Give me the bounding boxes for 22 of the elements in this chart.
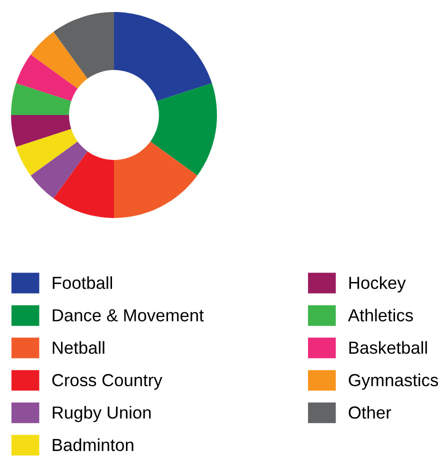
donut-slice	[16, 54, 78, 102]
donut-slice	[53, 151, 114, 218]
legend-label: Gymnastics	[348, 374, 438, 390]
donut-slice	[11, 115, 72, 147]
legend-label: Dance & Movement	[52, 309, 204, 322]
donut-slice	[114, 12, 212, 102]
legend-label: Hockey	[349, 276, 406, 292]
legend-label: Other	[348, 406, 392, 419]
donut-slice	[114, 141, 198, 218]
donut-slice	[30, 141, 88, 198]
donut-slice	[16, 128, 78, 176]
legend-label: Cross Country	[52, 374, 162, 390]
legend-label: Rugby Union	[52, 406, 151, 422]
donut-slice	[53, 12, 114, 79]
legend-label: Football	[52, 276, 112, 290]
donut-slice	[30, 32, 88, 89]
donut-slice	[11, 83, 72, 115]
legend-label: Netball	[52, 341, 104, 354]
legend-label: Basketball	[349, 341, 427, 354]
legend-label: Athletics	[348, 308, 413, 322]
legend-label: Badminton	[52, 438, 134, 452]
donut-slice	[150, 83, 217, 176]
